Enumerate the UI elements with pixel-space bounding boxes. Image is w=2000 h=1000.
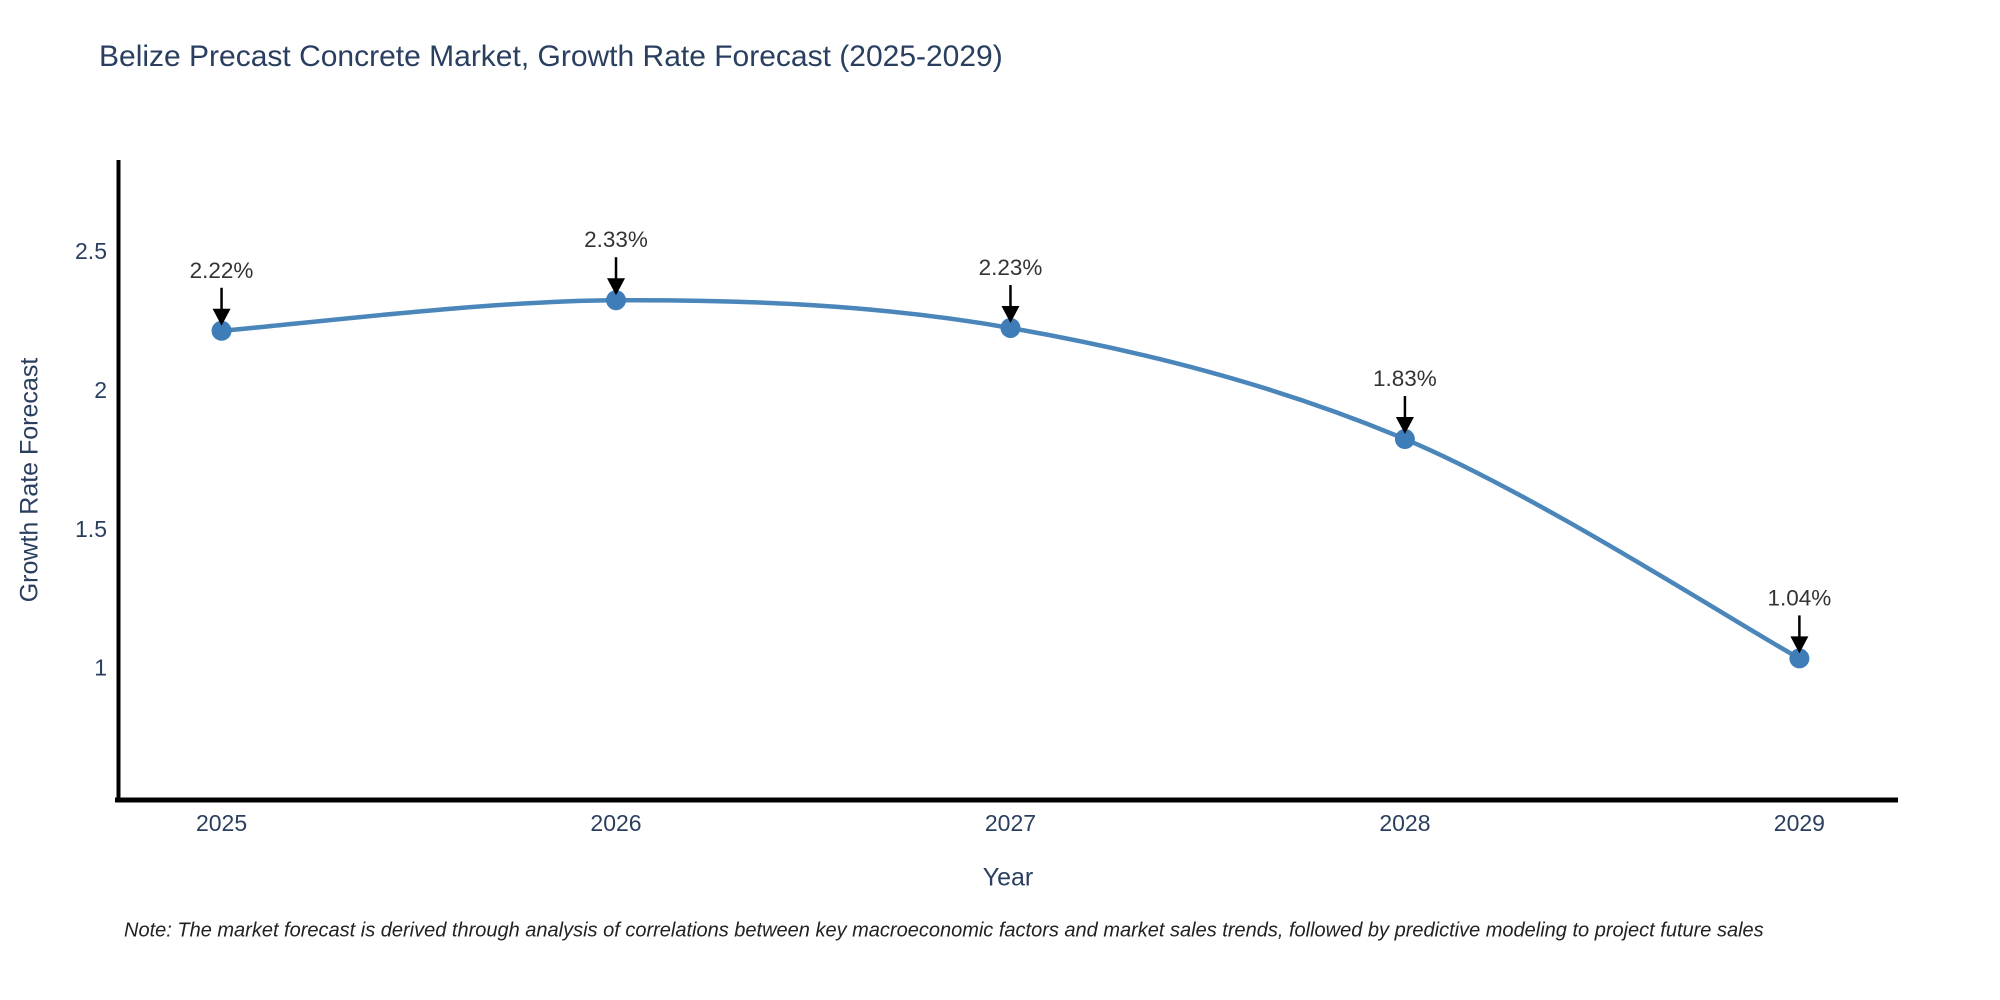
y-axis-title: Growth Rate Forecast xyxy=(15,357,44,603)
forecast-line-series xyxy=(219,297,1802,661)
data-point-label: 2.23% xyxy=(979,255,1043,280)
footnote: Note: The market forecast is derived thr… xyxy=(124,919,1764,942)
annotation-arrowhead-icon xyxy=(1790,636,1809,654)
data-point-marker xyxy=(606,290,627,311)
chart-title: Belize Precast Concrete Market, Growth R… xyxy=(99,40,1003,73)
x-tick-label: 2028 xyxy=(1379,810,1430,836)
y-tick-label: 1 xyxy=(94,655,107,681)
annotation-arrowhead-icon xyxy=(212,308,231,326)
annotation-arrowhead-icon xyxy=(1001,305,1020,323)
data-point-label: 1.83% xyxy=(1373,366,1437,391)
x-axis-title: Year xyxy=(982,863,1034,892)
data-point-marker xyxy=(1000,317,1021,338)
annotation-arrowhead-icon xyxy=(1395,417,1414,435)
data-point-marker xyxy=(1394,429,1415,450)
y-tick-label: 1.5 xyxy=(75,516,107,542)
x-tick-label: 2029 xyxy=(1774,810,1825,836)
data-point-marker xyxy=(1789,648,1810,669)
x-tick-label: 2026 xyxy=(590,810,641,836)
x-tick-label: 2025 xyxy=(196,810,247,836)
data-point-label: 2.22% xyxy=(190,258,254,283)
annotation-arrowhead-icon xyxy=(607,278,626,296)
data-point-marker xyxy=(211,320,232,341)
x-tick-label: 2027 xyxy=(985,810,1036,836)
data-point-label: 2.33% xyxy=(584,227,648,252)
y-tick-label: 2 xyxy=(94,377,107,403)
y-tick-label: 2.5 xyxy=(75,238,107,264)
data-point-label: 1.04% xyxy=(1767,585,1831,610)
